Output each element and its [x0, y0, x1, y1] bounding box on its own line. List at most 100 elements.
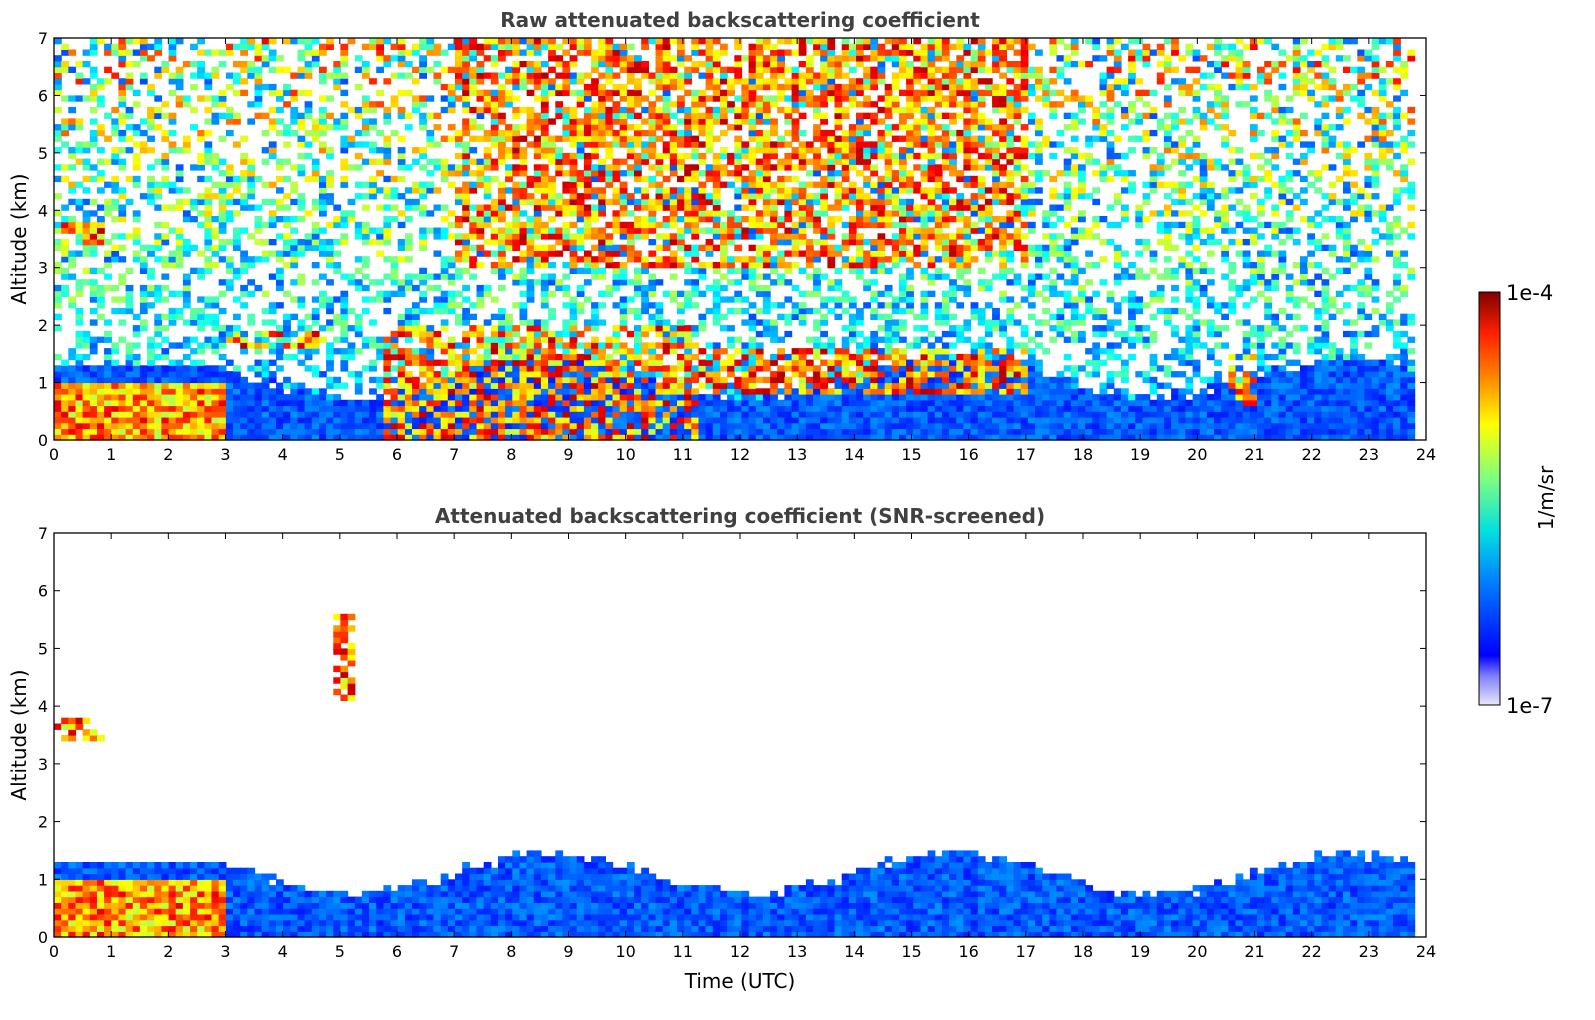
panel-raw-heatmap-cell [333, 216, 342, 223]
panel-raw-heatmap-cell [161, 181, 170, 188]
panel-raw-heatmap-cell [54, 313, 62, 320]
panel-raw-heatmap-cell [490, 164, 499, 171]
panel-raw-heatmap-cell [326, 348, 334, 355]
panel-raw-heatmap-cell [669, 124, 678, 131]
panel-raw-heatmap-cell [698, 434, 707, 441]
panel-raw-heatmap-cell [197, 382, 205, 389]
panel-raw-heatmap-cell [598, 112, 606, 119]
panel-raw-heatmap-cell [254, 434, 263, 441]
panel-raw-heatmap-cell [61, 141, 69, 148]
panel-raw-heatmap-cell [540, 330, 549, 338]
panel-raw-heatmap-cell [505, 175, 513, 183]
panel-raw-heatmap-cell [68, 262, 77, 269]
panel-raw-heatmap-cell [211, 371, 220, 378]
panel-raw-heatmap-cell [261, 319, 270, 326]
panel-raw-heatmap-cell [612, 399, 621, 407]
panel-raw-heatmap-cell [583, 256, 592, 263]
panel-raw-heatmap-cell [698, 101, 707, 108]
panel-raw-heatmap-cell [634, 388, 642, 395]
panel-raw-heatmap-cell [827, 279, 836, 286]
panel-raw-heatmap-cell [505, 365, 513, 372]
panel-raw-heatmap-cell [820, 428, 828, 435]
panel-raw-heatmap-cell [705, 434, 714, 441]
panel-raw-heatmap-cell [748, 244, 757, 251]
panel-raw-heatmap-cell [734, 135, 743, 142]
panel-raw-heatmap-cell [813, 43, 821, 50]
panel-raw-heatmap-cell [197, 152, 205, 160]
panel-raw-heatmap-cell [290, 118, 299, 125]
panel-raw-heatmap-cell [684, 112, 692, 119]
panel-raw-heatmap-cell [455, 38, 463, 45]
panel-raw-heatmap-cell [770, 147, 778, 154]
panel-raw-heatmap-cell [641, 399, 649, 407]
panel-raw-heatmap-cell [125, 233, 134, 240]
panel-raw-heatmap-cell [182, 434, 191, 441]
panel-raw-heatmap-cell [705, 118, 714, 125]
panel-raw-heatmap-cell [734, 434, 743, 441]
panel-raw-heatmap-cell [340, 118, 349, 125]
panel-raw-heatmap-cell [576, 417, 585, 424]
panel-raw-heatmap-cell [390, 411, 399, 418]
panel-raw-heatmap-cell [727, 152, 735, 160]
panel-raw-heatmap-cell [741, 307, 750, 315]
panel-raw-heatmap-cell [233, 405, 241, 412]
panel-raw-heatmap-cell [648, 124, 657, 131]
panel-raw-heatmap-cell [533, 49, 542, 56]
panel-raw-heatmap-cell [111, 284, 120, 292]
panel-raw-heatmap-cell [720, 181, 728, 188]
panel-raw-heatmap-cell [705, 250, 714, 257]
panel-raw-heatmap-cell [326, 417, 334, 424]
panel-raw-heatmap-cell [404, 319, 413, 326]
panel-raw-heatmap-cell [569, 164, 578, 171]
panel-raw-heatmap-cell [175, 170, 184, 177]
panel-raw-heatmap-cell [319, 147, 327, 154]
panel-raw-heatmap-cell [505, 428, 513, 435]
panel-raw-heatmap-cell [648, 106, 657, 114]
panel-raw-heatmap-cell [519, 388, 528, 395]
panel-raw-heatmap-cell [233, 141, 241, 148]
panel-raw-heatmap-cell [483, 129, 492, 137]
panel-raw-heatmap-cell [813, 394, 821, 401]
panel-raw-heatmap-cell [111, 365, 120, 372]
panel-raw-heatmap-cell [419, 267, 427, 274]
panel-raw-heatmap-cell [562, 365, 571, 372]
panel-raw-heatmap-cell [684, 204, 692, 211]
panel-raw-heatmap-cell [347, 198, 356, 206]
panel-raw-heatmap-cell [462, 216, 470, 223]
panel-raw-heatmap-cell [555, 250, 564, 257]
panel-raw-heatmap-cell [598, 342, 606, 349]
panel-raw-heatmap-cell [848, 187, 857, 194]
panel-raw-heatmap-cell [276, 256, 284, 263]
panel-raw-heatmap-cell [784, 411, 793, 418]
panel-raw-heatmap-cell [175, 198, 184, 206]
panel-raw-heatmap-cell [505, 313, 513, 320]
panel-raw-heatmap-cell [154, 319, 163, 326]
panel-raw-heatmap-cell [433, 43, 442, 50]
panel-raw-heatmap-cell [777, 336, 785, 343]
panel-raw-heatmap-cell [311, 61, 320, 68]
panel-raw-heatmap-cell [498, 376, 506, 384]
panel-raw-heatmap-cell [526, 262, 535, 269]
panel-raw-heatmap-cell [770, 388, 778, 395]
panel-raw-heatmap-cell [82, 417, 91, 424]
panel-raw-heatmap-cell [813, 49, 821, 56]
panel-raw-heatmap-cell [404, 405, 413, 412]
panel-raw-heatmap-cell [655, 394, 664, 401]
panel-raw-heatmap-cell [104, 43, 112, 50]
panel-raw-heatmap-cell [125, 394, 134, 401]
panel-raw-heatmap-cell [562, 89, 571, 96]
panel-raw-heatmap-cell [569, 187, 578, 194]
panel-raw-heatmap-cell [147, 267, 155, 274]
panel-raw-heatmap-cell [283, 376, 291, 384]
panel-raw-heatmap-cell [447, 106, 456, 114]
panel-raw-heatmap-cell [562, 112, 571, 119]
panel-raw-heatmap-cell [383, 307, 392, 315]
panel-raw-heatmap-cell [813, 112, 821, 119]
panel-raw-heatmap-cell [490, 405, 499, 412]
panel-raw-heatmap-cell [612, 376, 621, 384]
panel-raw-heatmap-cell [476, 89, 485, 96]
panel-raw-heatmap-cell [526, 129, 535, 137]
panel-raw-heatmap-cell [182, 376, 191, 384]
panel-raw-heatmap-cell [476, 302, 485, 309]
panel-raw-heatmap-cell [598, 164, 606, 171]
